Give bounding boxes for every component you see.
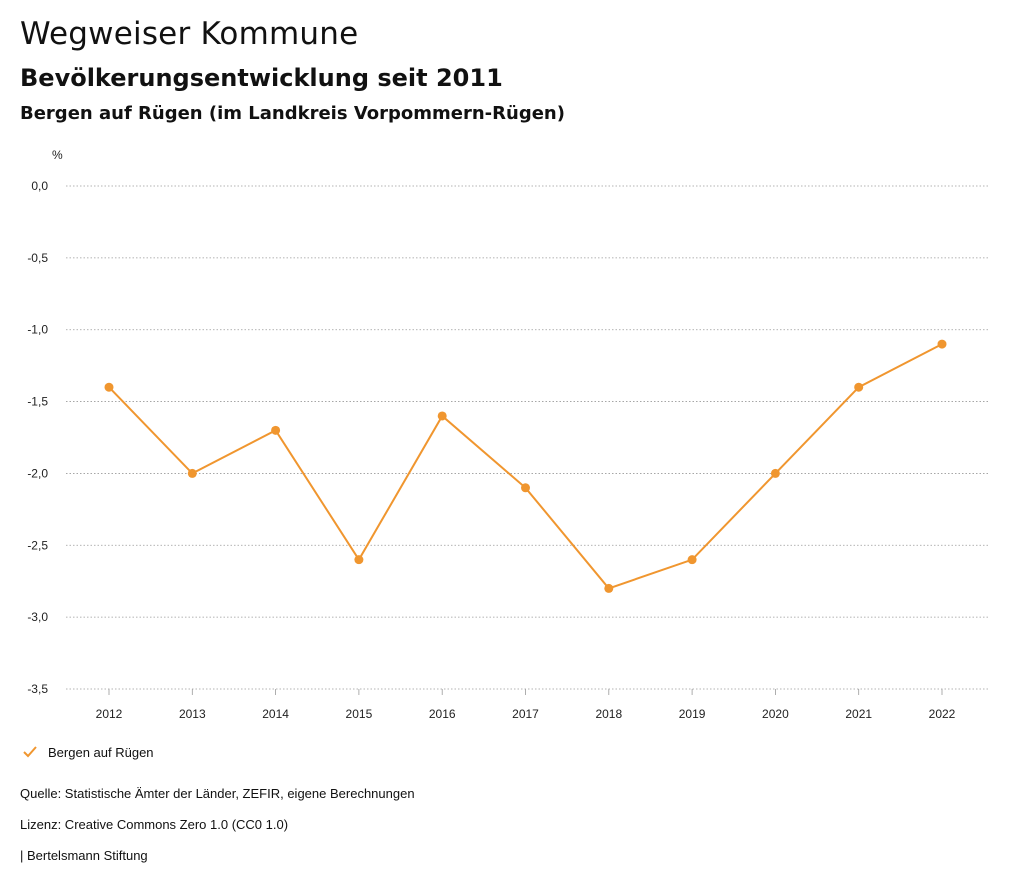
data-point[interactable] bbox=[354, 555, 363, 564]
check-icon bbox=[22, 744, 38, 760]
x-tick-label: 2019 bbox=[679, 707, 706, 721]
data-point[interactable] bbox=[438, 411, 447, 420]
legend-label: Bergen auf Rügen bbox=[48, 745, 154, 760]
chart-legend[interactable]: Bergen auf Rügen bbox=[22, 744, 154, 760]
x-tick-label: 2015 bbox=[346, 707, 373, 721]
data-point[interactable] bbox=[771, 469, 780, 478]
y-tick-label: -2,0 bbox=[27, 466, 48, 480]
y-tick-label: -1,5 bbox=[27, 395, 48, 409]
y-tick-label: -0,5 bbox=[27, 251, 48, 265]
data-point[interactable] bbox=[521, 483, 530, 492]
x-tick-label: 2020 bbox=[762, 707, 789, 721]
x-tick-label: 2018 bbox=[595, 707, 622, 721]
x-tick-label: 2021 bbox=[845, 707, 872, 721]
y-tick-label: -2,5 bbox=[27, 538, 48, 552]
x-axis-ticks: 2012 2013 2014 2015 2016 2017 2018 2019 2020 2021… bbox=[96, 689, 956, 721]
data-point[interactable] bbox=[604, 584, 613, 593]
data-point[interactable] bbox=[688, 555, 697, 564]
license-note: Lizenz: Creative Commons Zero 1.0 (CC0 1… bbox=[20, 817, 288, 832]
y-axis-ticks: 0,0 -0,5 -1,0 -1,5 -2,0 -2,5 -3,0 -3,5 bbox=[27, 179, 48, 696]
publisher-note: | Bertelsmann Stiftung bbox=[20, 848, 148, 863]
x-tick-label: 2014 bbox=[262, 707, 289, 721]
data-point[interactable] bbox=[188, 469, 197, 478]
y-tick-label: -3,0 bbox=[27, 610, 48, 624]
x-tick-label: 2016 bbox=[429, 707, 456, 721]
y-tick-label: -3,5 bbox=[27, 682, 48, 696]
x-tick-label: 2022 bbox=[929, 707, 956, 721]
y-axis-label: % bbox=[52, 148, 63, 162]
data-point[interactable] bbox=[938, 340, 947, 349]
chart-series bbox=[105, 340, 947, 593]
line-chart: % 0,0-0,5-1,0-1,5-2,0-2,5-3,0-3,5 2012 20… bbox=[0, 0, 1024, 740]
chart-grid bbox=[66, 186, 990, 689]
data-point[interactable] bbox=[105, 383, 114, 392]
y-tick-label: -1,0 bbox=[27, 323, 48, 337]
x-tick-label: 2012 bbox=[96, 707, 123, 721]
data-point[interactable] bbox=[854, 383, 863, 392]
source-note: Quelle: Statistische Ämter der Länder, Z… bbox=[20, 786, 415, 801]
x-tick-label: 2017 bbox=[512, 707, 539, 721]
data-point[interactable] bbox=[271, 426, 280, 435]
y-tick-label: 0,0 bbox=[31, 179, 48, 193]
x-tick-label: 2013 bbox=[179, 707, 206, 721]
series-line bbox=[109, 344, 942, 588]
